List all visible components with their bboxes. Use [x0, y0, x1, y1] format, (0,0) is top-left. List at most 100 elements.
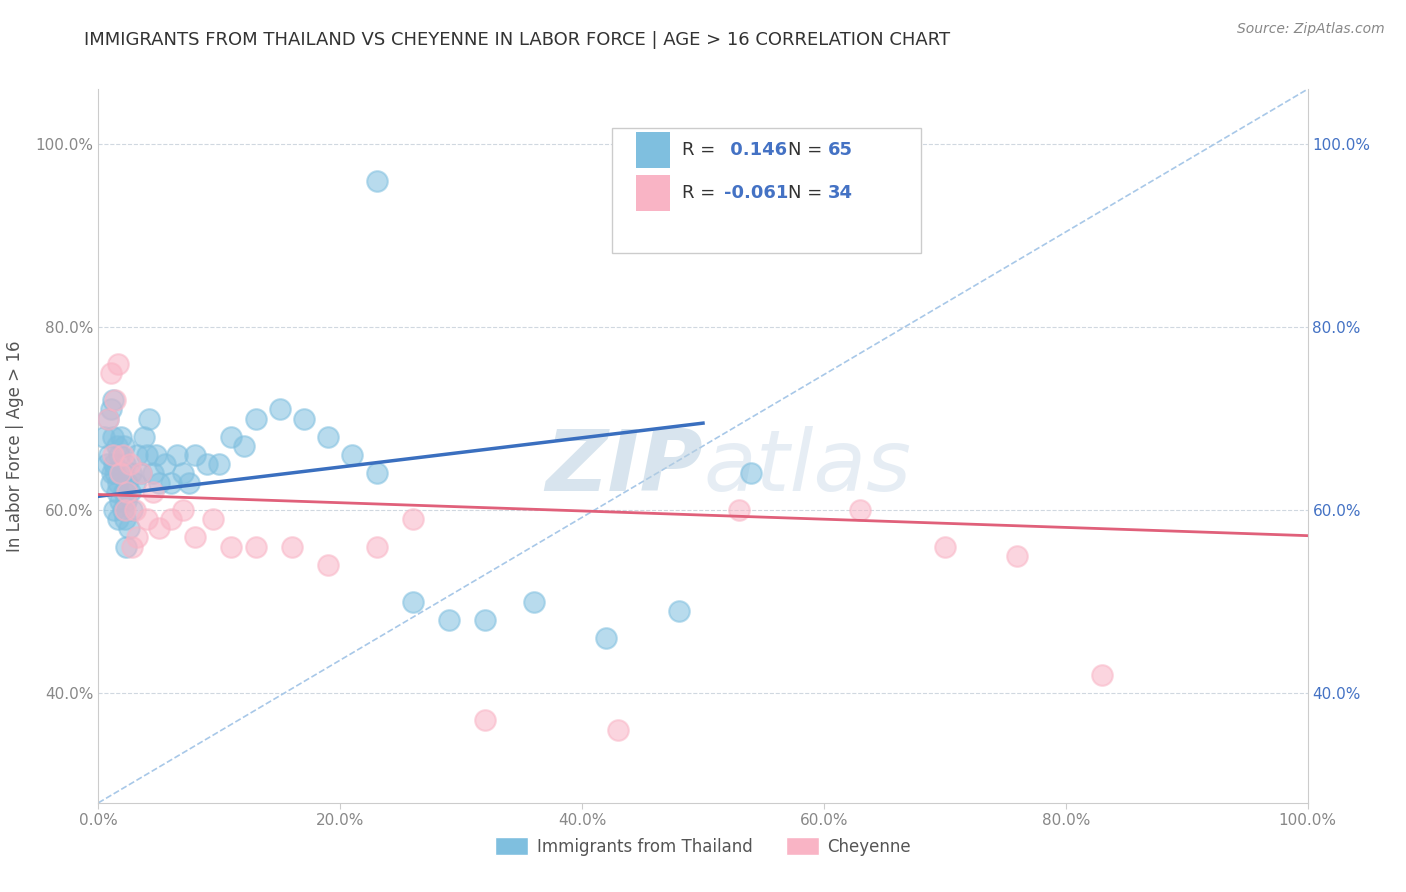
Point	[127, 531, 149, 545]
Point	[108, 467, 131, 481]
Point	[221, 540, 243, 554]
Text: 65: 65	[828, 141, 852, 159]
Point	[474, 714, 496, 728]
Text: 34: 34	[828, 184, 852, 202]
Point	[142, 467, 165, 481]
Point	[121, 503, 143, 517]
Point	[107, 475, 129, 490]
Text: N =: N =	[787, 141, 828, 159]
Point	[114, 458, 136, 472]
Point	[474, 613, 496, 627]
Point	[103, 458, 125, 472]
Point	[245, 540, 267, 554]
Point	[97, 411, 120, 425]
Point	[166, 448, 188, 462]
Point	[103, 503, 125, 517]
Point	[124, 475, 146, 490]
Point	[93, 430, 115, 444]
Point	[195, 458, 218, 472]
Text: 0.146: 0.146	[724, 141, 787, 159]
Point	[107, 357, 129, 371]
Point	[172, 467, 194, 481]
Point	[145, 448, 167, 462]
Point	[110, 430, 132, 444]
Text: R =: R =	[682, 184, 721, 202]
Text: atlas: atlas	[703, 425, 911, 509]
Point	[114, 503, 136, 517]
Point	[316, 430, 339, 444]
Point	[179, 475, 201, 490]
Point	[232, 439, 254, 453]
Y-axis label: In Labor Force | Age > 16: In Labor Force | Age > 16	[7, 340, 24, 552]
Point	[97, 411, 120, 425]
Point	[107, 512, 129, 526]
Point	[366, 467, 388, 481]
Point	[269, 402, 291, 417]
Point	[172, 503, 194, 517]
Text: IMMIGRANTS FROM THAILAND VS CHEYENNE IN LABOR FORCE | AGE > 16 CORRELATION CHART: IMMIGRANTS FROM THAILAND VS CHEYENNE IN …	[84, 31, 950, 49]
Point	[1007, 549, 1029, 563]
Point	[934, 540, 956, 554]
Point	[402, 594, 425, 608]
Point	[108, 494, 131, 508]
Point	[118, 458, 141, 472]
Point	[104, 467, 127, 481]
Text: Source: ZipAtlas.com: Source: ZipAtlas.com	[1237, 22, 1385, 37]
Point	[668, 604, 690, 618]
Point	[98, 448, 121, 462]
Point	[437, 613, 460, 627]
Text: R =: R =	[682, 141, 721, 159]
Point	[316, 558, 339, 572]
Point	[127, 448, 149, 462]
Point	[100, 402, 122, 417]
FancyBboxPatch shape	[613, 128, 921, 253]
Point	[148, 475, 170, 490]
Point	[342, 448, 364, 462]
Point	[849, 503, 872, 517]
Point	[104, 393, 127, 408]
Point	[112, 484, 135, 499]
Point	[105, 484, 128, 499]
Point	[111, 467, 134, 481]
Text: ZIP: ZIP	[546, 425, 703, 509]
Point	[366, 540, 388, 554]
Point	[366, 174, 388, 188]
Point	[129, 467, 152, 481]
Point	[115, 494, 138, 508]
Point	[96, 458, 118, 472]
Point	[202, 512, 225, 526]
FancyBboxPatch shape	[637, 175, 671, 211]
Point	[148, 521, 170, 535]
Point	[138, 411, 160, 425]
Point	[105, 439, 128, 453]
Point	[135, 512, 157, 526]
Point	[595, 631, 617, 645]
Point	[523, 594, 546, 608]
Point	[117, 484, 139, 499]
Point	[101, 430, 124, 444]
Point	[245, 411, 267, 425]
Point	[160, 512, 183, 526]
Point	[129, 467, 152, 481]
Point	[221, 430, 243, 444]
Point	[740, 467, 762, 481]
Point	[281, 540, 304, 554]
Point	[135, 448, 157, 462]
Point	[112, 439, 135, 453]
Point	[101, 448, 124, 462]
Point	[114, 512, 136, 526]
Point	[118, 521, 141, 535]
Point	[117, 475, 139, 490]
Point	[101, 393, 124, 408]
FancyBboxPatch shape	[637, 132, 671, 168]
Point	[100, 467, 122, 481]
Point	[111, 503, 134, 517]
Point	[142, 484, 165, 499]
Text: N =: N =	[787, 184, 828, 202]
Point	[118, 484, 141, 499]
Point	[607, 723, 630, 737]
Point	[120, 467, 142, 481]
Point	[115, 540, 138, 554]
Text: -0.061: -0.061	[724, 184, 787, 202]
Point	[111, 448, 134, 462]
